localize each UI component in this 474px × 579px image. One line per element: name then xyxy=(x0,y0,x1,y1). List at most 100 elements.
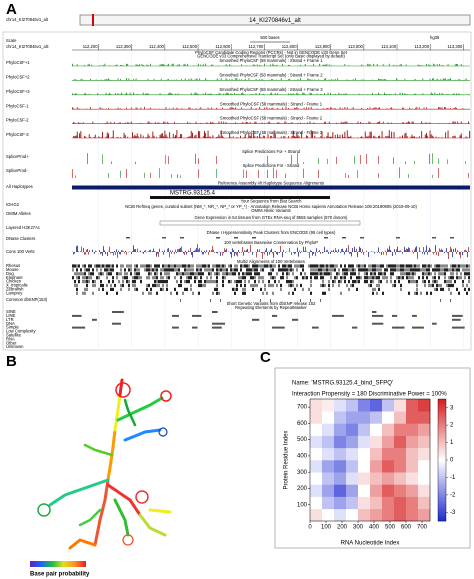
signal xyxy=(151,122,153,124)
colorbar-segment xyxy=(438,423,446,426)
signal xyxy=(412,264,414,268)
signal xyxy=(358,272,360,276)
signal xyxy=(416,287,418,291)
signal xyxy=(110,287,112,291)
signal xyxy=(96,276,98,280)
signal xyxy=(100,252,101,255)
signal xyxy=(414,264,416,268)
y-tick-label: 400 xyxy=(297,454,308,460)
signal xyxy=(414,272,416,276)
signal xyxy=(422,280,424,284)
signal xyxy=(346,130,348,138)
signal xyxy=(280,78,282,81)
signal xyxy=(368,121,370,124)
signal xyxy=(135,249,136,252)
signal xyxy=(378,247,379,252)
signal xyxy=(180,237,184,239)
signal xyxy=(154,276,156,280)
signal xyxy=(232,107,234,110)
signal xyxy=(254,280,256,284)
signal xyxy=(272,252,273,254)
signal xyxy=(134,268,136,272)
signal xyxy=(126,107,127,110)
signal xyxy=(364,280,366,284)
signal xyxy=(129,92,131,95)
signal xyxy=(244,134,246,138)
signal xyxy=(229,64,231,66)
signal xyxy=(302,264,304,268)
colorbar-segment xyxy=(438,437,446,440)
signal xyxy=(280,268,282,272)
signal xyxy=(176,280,178,284)
signal xyxy=(334,93,336,95)
signal xyxy=(366,153,367,164)
signal xyxy=(447,108,449,110)
signal xyxy=(244,287,246,291)
colorbar-segment xyxy=(438,449,446,452)
signal xyxy=(438,252,439,257)
signal xyxy=(164,65,166,66)
signal xyxy=(288,93,289,95)
signal xyxy=(206,136,208,138)
signal xyxy=(434,276,436,280)
signal xyxy=(72,264,74,268)
signal xyxy=(74,135,76,138)
signal xyxy=(378,264,380,268)
signal xyxy=(324,137,325,138)
signal xyxy=(120,287,122,291)
colorbar-segment xyxy=(438,404,446,407)
signal xyxy=(290,268,292,272)
signal xyxy=(84,272,86,276)
signal xyxy=(415,247,416,252)
signal xyxy=(238,93,240,95)
signal xyxy=(429,247,430,252)
signal xyxy=(369,131,371,138)
signal xyxy=(277,122,279,124)
signal xyxy=(328,121,330,124)
signal xyxy=(450,108,451,110)
signal xyxy=(274,276,276,280)
signal xyxy=(180,264,182,268)
signal xyxy=(468,272,470,276)
signal xyxy=(378,122,379,124)
signal xyxy=(468,287,470,291)
signal xyxy=(270,93,271,95)
signal xyxy=(84,291,86,295)
signal xyxy=(90,276,92,280)
signal xyxy=(80,251,81,252)
colorbar-segment xyxy=(438,505,446,508)
track-title: Smoothed PhyloCSF (58 mammals) : Strand … xyxy=(220,130,323,135)
heat-cell xyxy=(406,508,419,522)
y-tick-label: 600 xyxy=(297,421,308,427)
signal xyxy=(205,92,207,95)
signal xyxy=(301,251,302,252)
signal xyxy=(234,252,235,257)
signal xyxy=(278,280,280,284)
assembly: hg38 xyxy=(430,35,440,40)
signal xyxy=(404,268,406,272)
signal xyxy=(195,121,197,124)
signal xyxy=(88,268,90,272)
signal xyxy=(193,65,195,66)
signal xyxy=(183,63,185,66)
signal xyxy=(368,264,370,268)
signal xyxy=(367,63,369,66)
signal xyxy=(378,283,380,288)
signal xyxy=(110,252,111,254)
signal xyxy=(465,249,466,252)
signal xyxy=(164,130,166,138)
signal xyxy=(330,107,331,110)
signal xyxy=(74,280,76,284)
signal xyxy=(162,133,163,138)
signal xyxy=(318,264,320,268)
signal xyxy=(440,287,442,291)
signal xyxy=(428,250,429,252)
signal xyxy=(164,264,166,268)
signal xyxy=(242,287,244,291)
signal xyxy=(87,153,88,164)
signal xyxy=(180,175,181,178)
signal xyxy=(190,287,192,291)
signal xyxy=(232,248,233,252)
colorbar-segment xyxy=(438,470,446,473)
signal xyxy=(376,63,378,66)
